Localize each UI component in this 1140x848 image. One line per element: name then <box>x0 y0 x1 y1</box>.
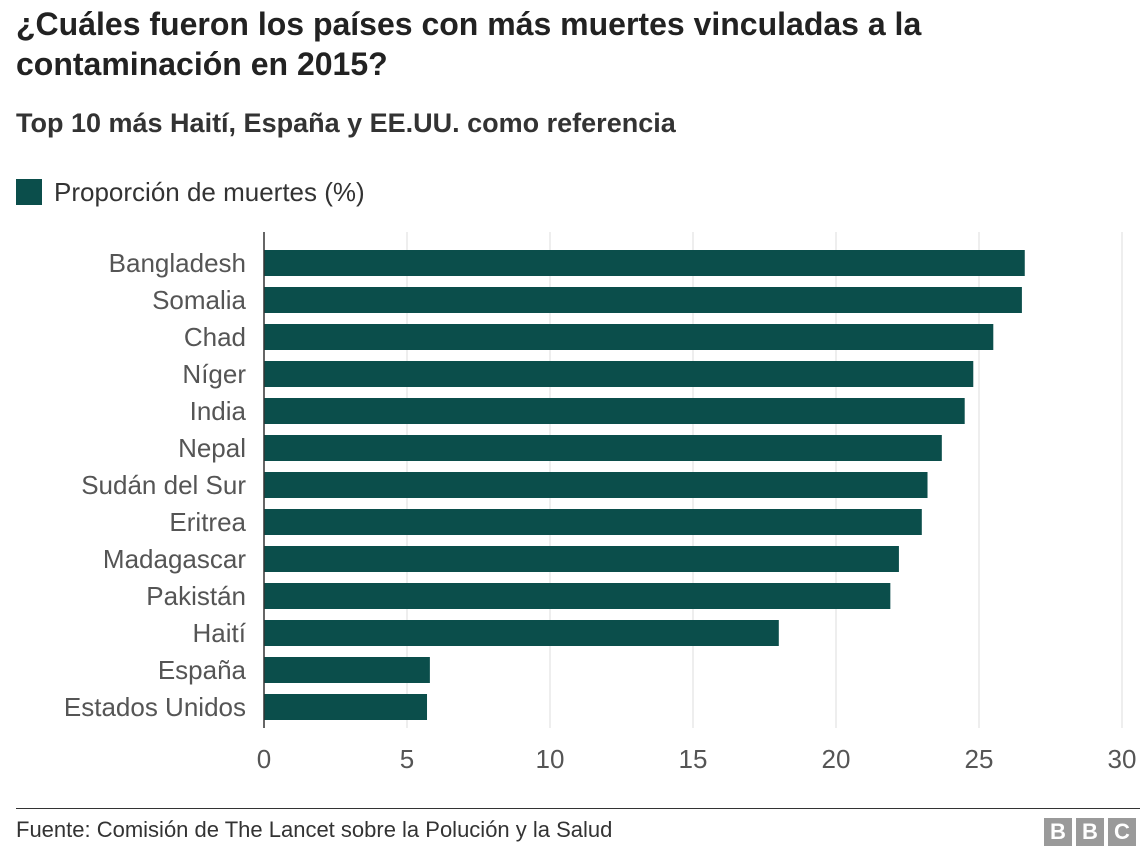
category-label: España <box>158 655 247 685</box>
x-tick-label: 15 <box>679 744 708 774</box>
category-label: India <box>190 396 247 426</box>
category-label: Sudán del Sur <box>81 470 246 500</box>
bar <box>264 398 965 424</box>
bbc-logo-letter: B <box>1044 818 1072 846</box>
bar <box>264 361 974 387</box>
legend-label: Proporción de muertes (%) <box>54 176 365 207</box>
chart-title: ¿Cuáles fueron los países con más muerte… <box>16 6 922 82</box>
bbc-logo-letter: C <box>1108 818 1136 846</box>
bar <box>264 287 1022 313</box>
bar <box>264 472 928 498</box>
bar <box>264 250 1025 276</box>
x-tick-label: 0 <box>257 744 271 774</box>
bar-chart: 0 5 10 15 20 25 30 Bangladesh Somalia Chad Níger In… <box>64 232 1137 774</box>
x-tick-label: 30 <box>1108 744 1137 774</box>
x-tick-label: 10 <box>536 744 565 774</box>
category-label: Níger <box>182 359 246 389</box>
legend-swatch <box>16 179 42 205</box>
category-label: Pakistán <box>146 581 246 611</box>
bar <box>264 620 779 646</box>
bar <box>264 435 942 461</box>
footer-divider <box>16 808 1140 809</box>
bar <box>264 583 891 609</box>
x-tick-label: 25 <box>965 744 994 774</box>
chart-subtitle: Top 10 más Haití, España y EE.UU. como r… <box>16 108 676 138</box>
category-label: Chad <box>184 322 246 352</box>
x-tick-label: 20 <box>822 744 851 774</box>
bar <box>264 546 899 572</box>
bbc-logo: B B C <box>1044 818 1136 846</box>
source-note: Fuente: Comisión de The Lancet sobre la … <box>16 817 613 842</box>
category-label: Eritrea <box>169 507 246 537</box>
bar <box>264 694 428 720</box>
bar <box>264 509 922 535</box>
category-label: Somalia <box>152 285 246 315</box>
category-label: Nepal <box>178 433 246 463</box>
bar <box>264 657 430 683</box>
bbc-logo-letter: B <box>1076 818 1104 846</box>
category-label: Madagascar <box>103 544 246 574</box>
category-label: Estados Unidos <box>64 692 246 722</box>
category-label: Haití <box>193 618 247 648</box>
category-label: Bangladesh <box>109 248 246 278</box>
bar <box>264 324 994 350</box>
legend: Proporción de muertes (%) <box>16 174 365 210</box>
x-tick-label: 5 <box>400 744 414 774</box>
